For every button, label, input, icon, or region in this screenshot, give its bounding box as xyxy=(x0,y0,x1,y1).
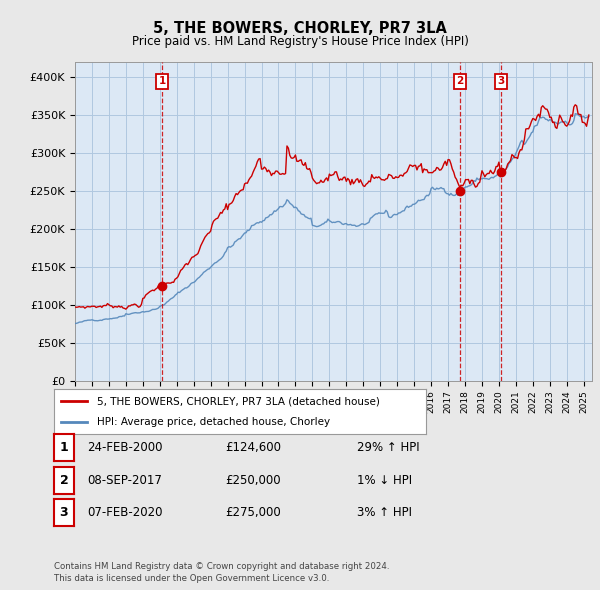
Text: £124,600: £124,600 xyxy=(225,441,281,454)
Text: 1% ↓ HPI: 1% ↓ HPI xyxy=(357,474,412,487)
Text: 5, THE BOWERS, CHORLEY, PR7 3LA (detached house): 5, THE BOWERS, CHORLEY, PR7 3LA (detache… xyxy=(97,396,380,407)
Text: 24-FEB-2000: 24-FEB-2000 xyxy=(87,441,163,454)
Text: Price paid vs. HM Land Registry's House Price Index (HPI): Price paid vs. HM Land Registry's House … xyxy=(131,35,469,48)
Text: 2: 2 xyxy=(59,474,68,487)
Text: 3% ↑ HPI: 3% ↑ HPI xyxy=(357,506,412,519)
Text: 3: 3 xyxy=(497,76,504,86)
Text: 2: 2 xyxy=(457,76,464,86)
Text: 1: 1 xyxy=(159,76,166,86)
Text: 3: 3 xyxy=(59,506,68,519)
Text: 07-FEB-2020: 07-FEB-2020 xyxy=(87,506,163,519)
Text: 08-SEP-2017: 08-SEP-2017 xyxy=(87,474,162,487)
Text: £275,000: £275,000 xyxy=(225,506,281,519)
Text: Contains HM Land Registry data © Crown copyright and database right 2024.
This d: Contains HM Land Registry data © Crown c… xyxy=(54,562,389,583)
Text: 1: 1 xyxy=(59,441,68,454)
Text: 29% ↑ HPI: 29% ↑ HPI xyxy=(357,441,419,454)
Text: 5, THE BOWERS, CHORLEY, PR7 3LA: 5, THE BOWERS, CHORLEY, PR7 3LA xyxy=(153,21,447,36)
Text: HPI: Average price, detached house, Chorley: HPI: Average price, detached house, Chor… xyxy=(97,417,330,427)
Text: £250,000: £250,000 xyxy=(225,474,281,487)
